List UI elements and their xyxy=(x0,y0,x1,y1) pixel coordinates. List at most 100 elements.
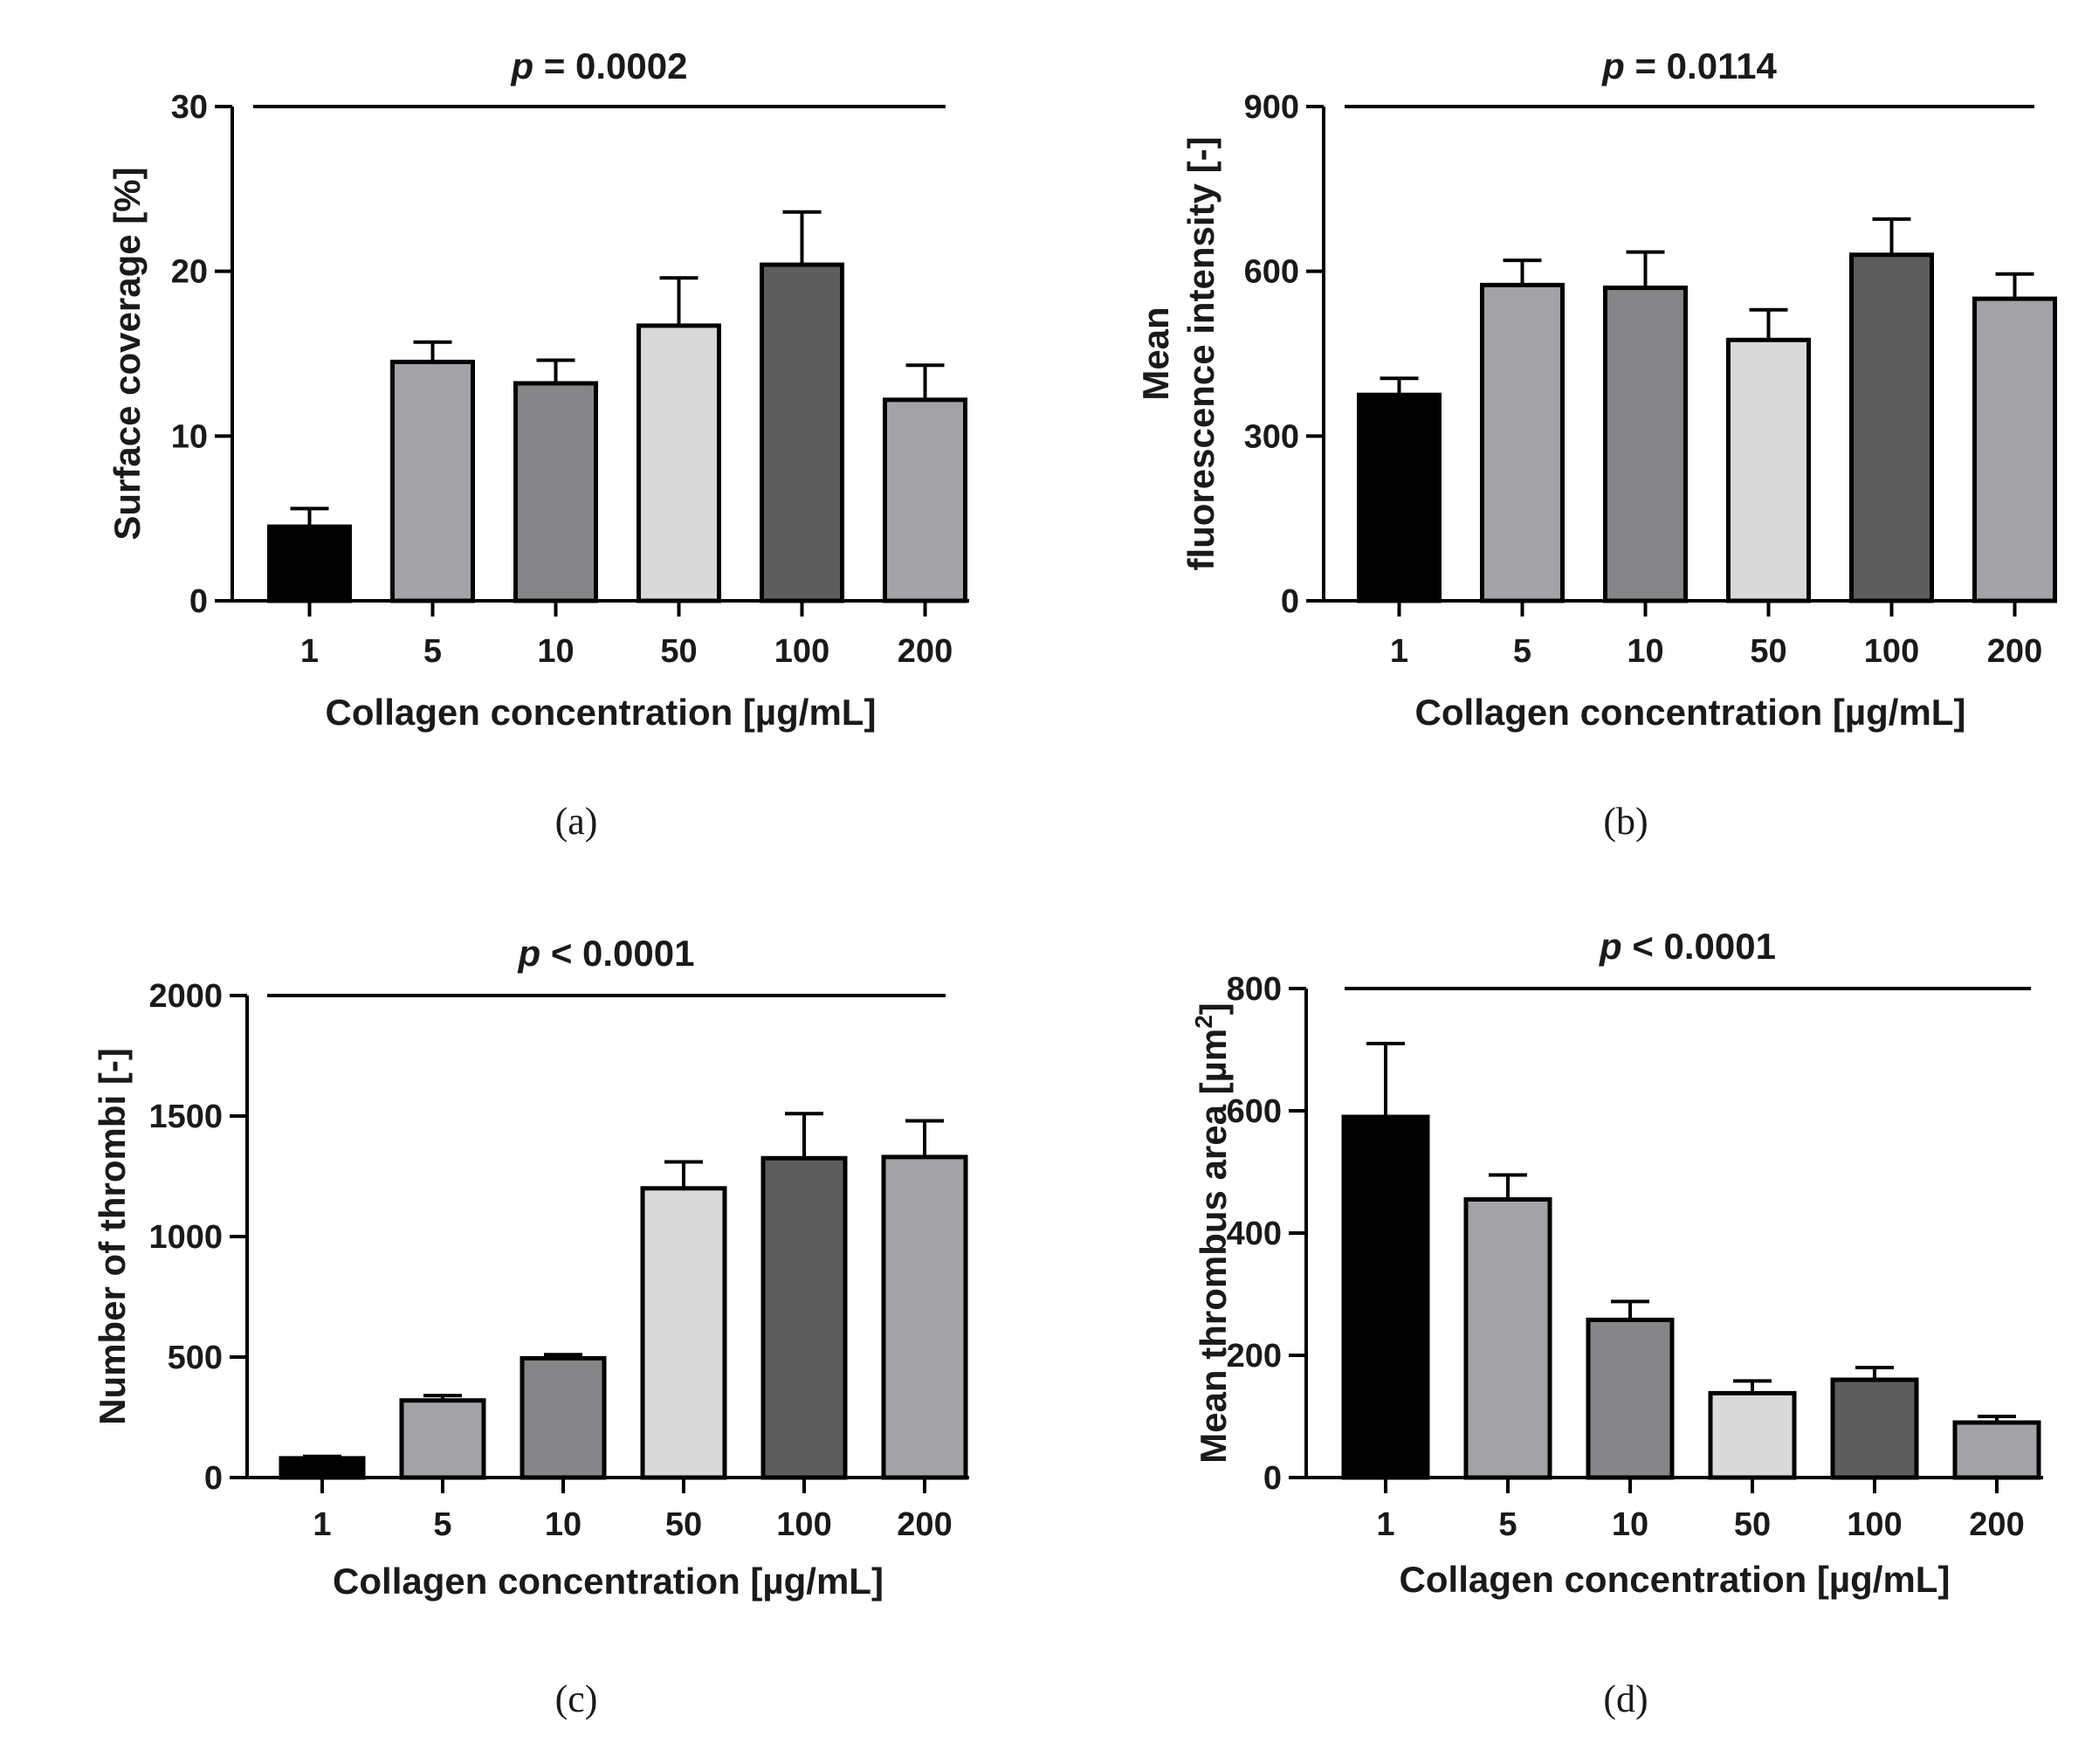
panel-label-a: (a) xyxy=(555,800,598,843)
bar xyxy=(640,1186,727,1480)
p-value: p = 0.0114 xyxy=(1601,45,1777,86)
bar xyxy=(399,1398,486,1480)
bar xyxy=(1830,1377,1919,1480)
bar xyxy=(513,381,598,603)
bar xyxy=(1480,282,1565,603)
p-value-text: < 0.0001 xyxy=(1622,926,1776,967)
x-tick-label: 5 xyxy=(1513,633,1531,670)
y-tick-label: 30 xyxy=(171,89,208,126)
p-value-text: = 0.0114 xyxy=(1625,45,1778,86)
bar xyxy=(760,262,844,603)
y-tick-label: 20 xyxy=(171,254,208,291)
y-axis-title-line-1: Mean xyxy=(1135,307,1176,400)
bar xyxy=(637,323,721,603)
p-value-symbol: p xyxy=(518,933,541,974)
p-value: p < 0.0001 xyxy=(1599,926,1776,967)
bar xyxy=(1357,392,1442,603)
bar xyxy=(760,1155,848,1480)
x-tick-label: 50 xyxy=(1750,633,1786,670)
y-axis-title: Number of thrombi [-] xyxy=(92,1048,133,1425)
bar xyxy=(1952,1420,2041,1480)
x-tick-label: 200 xyxy=(898,633,953,670)
x-tick-label: 10 xyxy=(537,633,574,670)
y-axis-title-end: ] xyxy=(1193,1003,1234,1015)
x-tick-label: 100 xyxy=(1847,1506,1902,1543)
panel-a-surface-coverage: 0 10 20 30 1 5 10 50 100 200 p = 0.0002 Collagen co… xyxy=(107,45,969,733)
x-tick-label: 200 xyxy=(897,1506,952,1543)
bar xyxy=(881,1154,968,1480)
y-tick-label: 600 xyxy=(1227,1093,1282,1130)
y-tick-label: 2000 xyxy=(148,978,223,1015)
x-axis-title: Collagen concentration [µg/mL] xyxy=(1400,1559,1951,1600)
panel-c-number-of-thrombi: 0 500 1000 1500 2000 1 5 10 50 100 200 p < 0.0001 Co… xyxy=(92,933,969,1602)
bar xyxy=(1726,337,1811,603)
x-tick-label: 100 xyxy=(774,633,829,670)
y-tick-label: 500 xyxy=(168,1340,223,1376)
y-axis-title-main: Mean thrombus area [µm xyxy=(1193,1029,1234,1464)
p-value-symbol: p xyxy=(1599,926,1622,967)
bar xyxy=(279,1456,366,1480)
y-tick-label: 0 xyxy=(1281,583,1299,620)
bar xyxy=(1463,1197,1552,1480)
y-tick-label: 1500 xyxy=(148,1099,223,1135)
y-axis-title: Mean fluorescence intensity [-] xyxy=(1135,136,1221,570)
bar xyxy=(1972,296,2057,603)
y-axis-title-line-2: fluorescence intensity [-] xyxy=(1180,136,1221,570)
bar xyxy=(1708,1390,1797,1480)
p-value: p = 0.0002 xyxy=(511,45,688,86)
x-tick-label: 5 xyxy=(433,1506,451,1543)
bar xyxy=(520,1355,607,1480)
y-tick-label: 400 xyxy=(1227,1216,1282,1252)
panel-label-d: (d) xyxy=(1603,1678,1648,1720)
y-axis-title: Mean thrombus area [µm2] xyxy=(1190,1003,1234,1464)
x-tick-label: 50 xyxy=(660,633,697,670)
y-tick-label: 10 xyxy=(171,418,208,455)
x-tick-label: 50 xyxy=(665,1506,702,1543)
x-axis-title: Collagen concentration [µg/mL] xyxy=(1415,692,1966,733)
x-tick-label: 1 xyxy=(1376,1506,1394,1543)
y-tick-label: 900 xyxy=(1244,89,1299,126)
bar xyxy=(390,359,475,603)
p-value-symbol: p xyxy=(511,45,534,86)
y-tick-label: 800 xyxy=(1227,971,1282,1008)
x-axis-title: Collagen concentration [µg/mL] xyxy=(333,1561,884,1602)
bar xyxy=(1341,1114,1430,1480)
y-tick-label: 300 xyxy=(1244,418,1299,455)
x-tick-label: 1 xyxy=(1390,633,1408,670)
y-tick-label: 200 xyxy=(1227,1338,1282,1375)
bar xyxy=(1603,286,1688,603)
bar xyxy=(1849,252,1934,603)
y-tick-label: 0 xyxy=(1263,1460,1282,1497)
x-tick-label: 1 xyxy=(300,633,319,670)
x-tick-label: 5 xyxy=(423,633,442,670)
p-value: p < 0.0001 xyxy=(518,933,695,974)
x-tick-label: 5 xyxy=(1498,1506,1517,1543)
x-tick-label: 200 xyxy=(1987,633,2042,670)
x-tick-label: 10 xyxy=(545,1506,581,1543)
x-tick-label: 100 xyxy=(1864,633,1919,670)
x-tick-label: 100 xyxy=(776,1506,831,1543)
x-tick-label: 50 xyxy=(1734,1506,1771,1543)
x-tick-label: 1 xyxy=(313,1506,331,1543)
x-tick-label: 200 xyxy=(1969,1506,2024,1543)
x-tick-label: 10 xyxy=(1627,633,1663,670)
y-tick-label: 0 xyxy=(189,583,208,620)
y-axis-title-superscript: 2 xyxy=(1190,1015,1217,1029)
y-axis-title: Surface coverage [%] xyxy=(107,167,148,540)
bar xyxy=(267,524,352,603)
bar xyxy=(883,397,967,603)
y-tick-label: 1000 xyxy=(148,1219,223,1256)
panel-label-b: (b) xyxy=(1603,800,1648,843)
x-axis-title: Collagen concentration [µg/mL] xyxy=(326,692,877,733)
panel-d-mean-thrombus-area: 0 200 400 600 800 1 5 10 50 100 200 p < 0.0001 Colla… xyxy=(1190,926,2043,1600)
p-value-symbol: p xyxy=(1601,45,1625,86)
y-tick-label: 600 xyxy=(1244,254,1299,291)
panel-label-c: (c) xyxy=(555,1678,598,1720)
y-tick-label: 0 xyxy=(204,1460,223,1497)
panel-b-fluorescence-intensity: 0 300 600 900 1 5 10 50 100 200 p = 0.0114 Collagen… xyxy=(1135,45,2057,733)
p-value-text: < 0.0001 xyxy=(540,933,694,974)
x-tick-label: 10 xyxy=(1612,1506,1648,1543)
bar xyxy=(1586,1317,1675,1480)
p-value-text: = 0.0002 xyxy=(533,45,687,86)
